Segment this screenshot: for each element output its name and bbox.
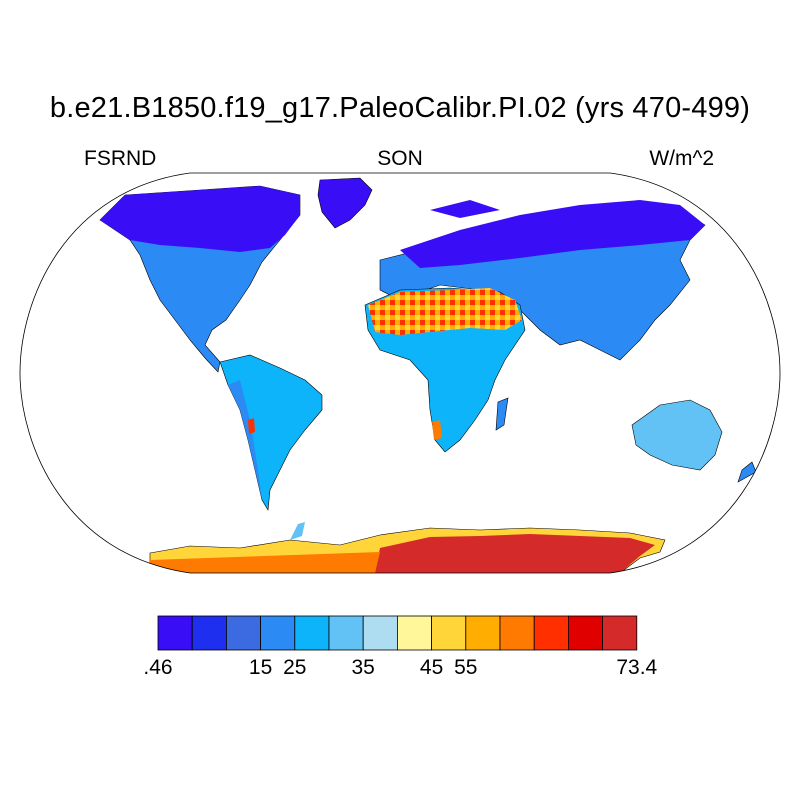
- madagascar: [495, 397, 509, 431]
- colorbar-bin: [499, 615, 535, 651]
- colorbar-bin: [328, 615, 364, 651]
- map-field: [99, 177, 757, 573]
- figure-title: b.e21.B1850.f19_g17.PaleoCalibr.PI.02 (y…: [49, 92, 751, 124]
- colorbar-tick-label: 73.4: [616, 656, 658, 679]
- units-label: W/m^2: [649, 147, 714, 170]
- colorbar-tick-label: .46: [143, 656, 173, 679]
- kalahari: [432, 420, 442, 440]
- atacama: [248, 418, 255, 434]
- colorbar-bin: [465, 615, 501, 651]
- antarctica-east: [375, 534, 655, 573]
- colorbar-bin: [602, 615, 638, 651]
- colorbar-tick-label: 45: [419, 656, 444, 679]
- eurasia-north: [400, 200, 705, 268]
- colorbar-bin: [362, 615, 398, 651]
- arctic-islands: [430, 200, 500, 218]
- season-label: SON: [377, 147, 423, 170]
- variable-label: FSRND: [84, 147, 157, 170]
- colorbar-tick-label: 25: [283, 656, 307, 679]
- colorbar-tick-label: 55: [454, 656, 478, 679]
- colorbar-bin: [157, 615, 193, 651]
- colorbar-bin: [191, 615, 227, 651]
- new-zealand: [737, 461, 757, 483]
- australia: [631, 399, 723, 471]
- greenland: [317, 177, 373, 229]
- south-america-andes: [228, 380, 262, 500]
- colorbar-bin: [260, 615, 296, 651]
- colorbar-bin: [431, 615, 467, 651]
- south-america: [219, 354, 323, 511]
- colorbar-bin: [568, 615, 604, 651]
- colorbar: [157, 615, 638, 651]
- north-america-arctic: [100, 186, 300, 252]
- sahara-arabia: [368, 288, 522, 335]
- colorbar-bin: [225, 615, 261, 651]
- colorbar-bin: [396, 615, 432, 651]
- colorbar-bin: [294, 615, 330, 651]
- map-border: [19, 172, 781, 574]
- colorbar-bin: [533, 615, 569, 651]
- colorbar-tick-label: 35: [351, 656, 375, 679]
- antarctica-coast: [150, 552, 380, 573]
- colorbar-tick-label: 15: [248, 656, 273, 679]
- antarctic-peninsula: [290, 522, 305, 540]
